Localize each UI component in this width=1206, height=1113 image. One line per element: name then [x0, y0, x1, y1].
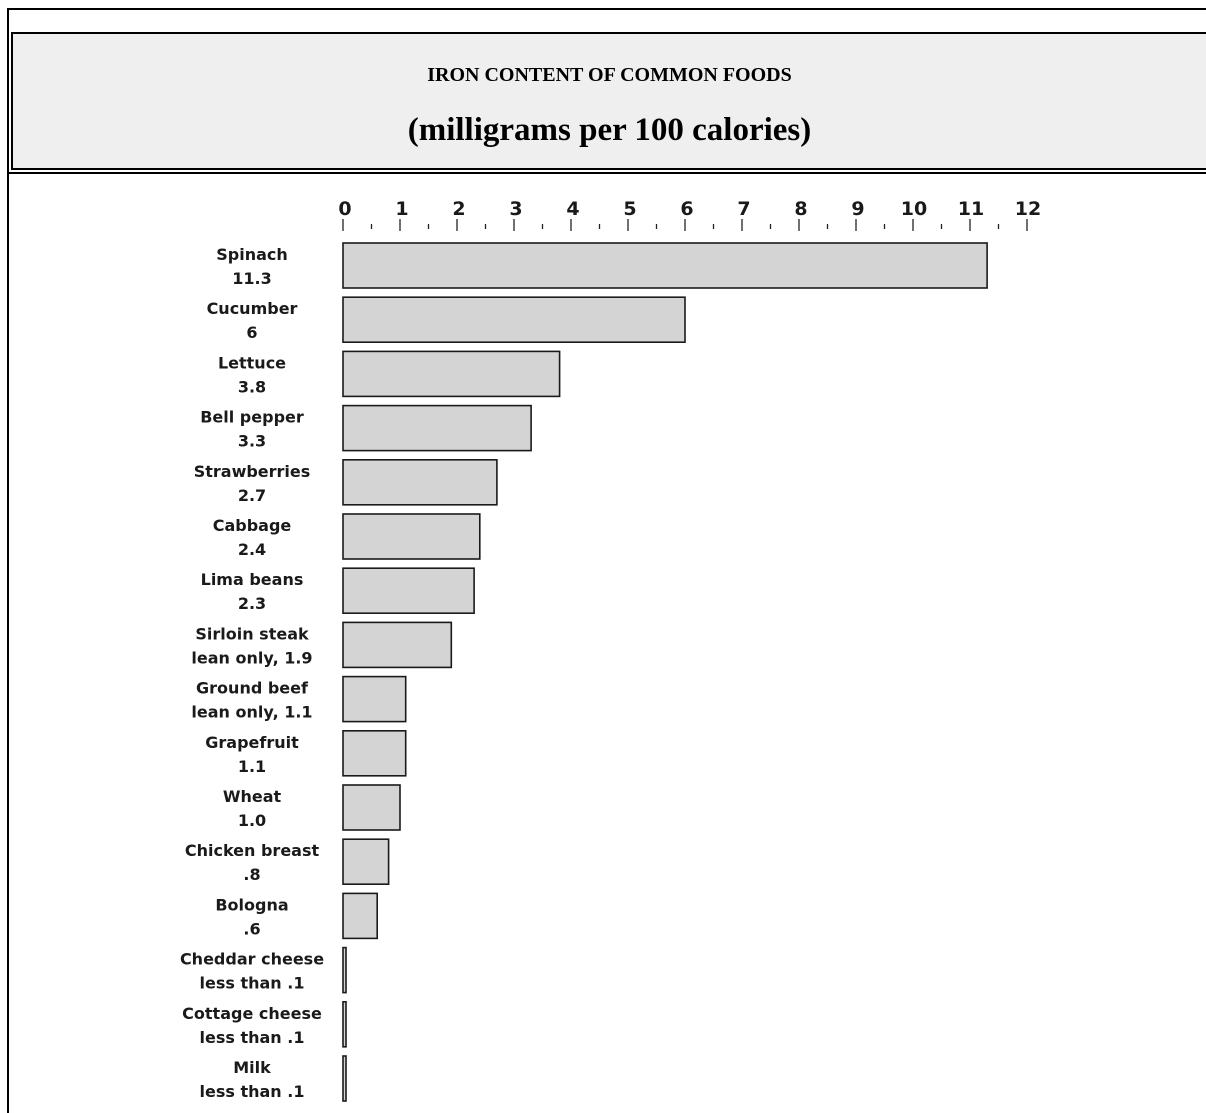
category-value-label: less than .1	[200, 1028, 305, 1047]
chart-subtitle: (milligrams per 100 calories)	[407, 112, 812, 148]
category-value-label: lean only, 1.1	[191, 703, 312, 722]
tick-label: 9	[851, 198, 864, 220]
bar	[342, 621, 453, 669]
category-value-label: 1.0	[238, 811, 266, 830]
category-name: Cottage cheese	[182, 1004, 322, 1023]
category-value-label: less than .1	[200, 974, 305, 993]
category-value-label: 11.3	[232, 269, 271, 288]
bar	[342, 404, 532, 452]
chart-frame	[7, 8, 1206, 1113]
bar	[342, 296, 686, 344]
tick-label: 3	[509, 198, 522, 220]
tick-label: 1	[395, 198, 408, 220]
bar	[342, 675, 407, 723]
category-value-label: 2.4	[238, 540, 266, 559]
category-value-label: lean only, 1.9	[191, 648, 312, 667]
tick-label: 0	[338, 198, 351, 220]
bar	[342, 458, 498, 506]
category-name: Wheat	[223, 787, 282, 806]
tick-label: 10	[901, 198, 927, 220]
category-name: Chicken breast	[185, 841, 320, 860]
bar	[342, 892, 379, 940]
category-name: Cucumber	[207, 299, 298, 318]
category-name: Strawberries	[194, 462, 311, 481]
category-name: Lima beans	[201, 570, 304, 589]
bar	[342, 1055, 347, 1102]
category-value-label: 2.3	[238, 594, 266, 613]
bar	[342, 242, 988, 289]
tick-label: 7	[737, 198, 750, 220]
bar	[342, 838, 390, 886]
category-name: Spinach	[216, 245, 288, 264]
tick-label: 8	[794, 198, 807, 220]
bar	[342, 567, 475, 615]
tick-label: 12	[1015, 198, 1041, 220]
category-name: Lettuce	[218, 353, 286, 372]
category-value-label: 2.7	[238, 486, 266, 505]
category-labels: Spinach 11.3 Cucumber 6 Lettuce 3.8 Bell peppe…	[180, 245, 324, 1101]
bar	[342, 350, 561, 398]
category-name: Cabbage	[213, 516, 292, 535]
category-value-label: 3.3	[238, 432, 266, 451]
bar	[342, 729, 407, 777]
tick-label: 5	[623, 198, 636, 220]
category-value-label: .6	[243, 919, 260, 938]
category-name: Ground beef	[196, 679, 309, 698]
tick-label: 4	[566, 198, 579, 220]
category-name: Grapefruit	[205, 733, 299, 752]
bar	[342, 513, 481, 560]
category-value-label: 3.8	[238, 377, 266, 396]
tick-label: 6	[680, 198, 693, 220]
category-name: Sirloin steak	[195, 624, 309, 643]
category-name: Bologna	[215, 895, 288, 914]
x-axis: 0 1 2 3 4 5 6 7 8 9 10 11 12	[338, 198, 1041, 231]
category-value-label: less than .1	[200, 1082, 305, 1101]
category-name: Cheddar cheese	[180, 950, 324, 969]
category-value-label: .8	[243, 865, 260, 884]
bar	[342, 1000, 347, 1048]
bars	[342, 242, 988, 1102]
bar	[342, 784, 401, 831]
bar	[342, 946, 347, 994]
category-name: Bell pepper	[200, 408, 304, 427]
tick-label: 11	[958, 198, 984, 220]
category-value-label: 6	[246, 323, 257, 342]
tick-label: 2	[452, 198, 465, 220]
header-divider	[7, 172, 1206, 174]
category-name: Milk	[233, 1058, 271, 1077]
chart-title: IRON CONTENT OF COMMON FOODS	[427, 64, 792, 86]
category-value-label: 1.1	[238, 757, 266, 776]
chart-header: IRON CONTENT OF COMMON FOODS (milligrams…	[11, 32, 1206, 170]
